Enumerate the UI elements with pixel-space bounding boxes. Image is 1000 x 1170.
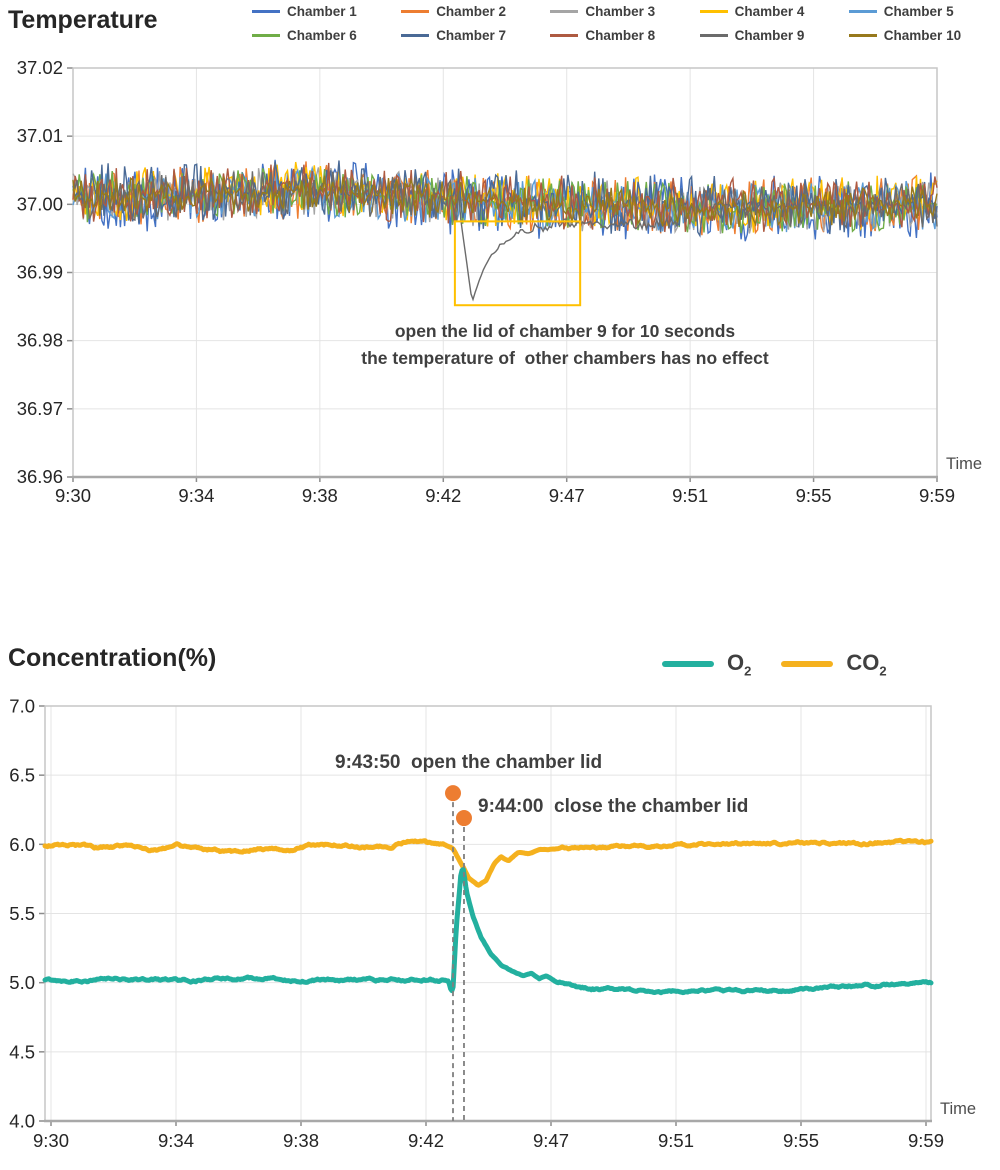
legend-label: Chamber 8: [585, 28, 656, 43]
legend-label: Chamber 3: [585, 4, 656, 19]
x-tick-label: 9:38: [283, 1130, 319, 1151]
x-tick-label: 9:30: [33, 1130, 69, 1151]
x-tick-label: 9:34: [178, 485, 214, 506]
x-tick-label: 9:42: [425, 485, 461, 506]
temperature-annotation-line2: the temperature of other chambers has no…: [361, 348, 769, 368]
y-tick-label: 37.02: [17, 57, 63, 78]
y-tick-label: 7.0: [9, 696, 35, 717]
concentration-legend: O2 CO2: [662, 650, 887, 678]
legend-item-chamber-10: Chamber 10: [848, 28, 998, 43]
temperature-series: [72, 159, 938, 302]
y-tick-label: 36.96: [17, 466, 63, 487]
y-tick-label: 6.0: [9, 834, 35, 855]
highlight-box: [453, 220, 582, 307]
legend-item-o2: O2: [662, 650, 751, 678]
legend-item-chamber-8: Chamber 8: [550, 28, 699, 43]
legend-item-chamber-9: Chamber 9: [699, 28, 849, 43]
legend-label: Chamber 5: [883, 4, 954, 19]
series-co2: [42, 837, 934, 888]
series-o2: [42, 867, 934, 996]
y-tick-label: 5.0: [9, 972, 35, 993]
legend-swatch: [550, 10, 579, 13]
concentration-time-axis-label: Time: [940, 1100, 976, 1118]
legend-swatch: [848, 34, 877, 37]
temperature-chart: 37.02 37.01 37.00 36.99 36.98 36.97 36.969:30 9…: [17, 57, 982, 506]
x-tick-label: 9:55: [796, 485, 832, 506]
legend-item-co2: CO2: [781, 650, 887, 679]
close-lid-annotation: 9:44:00 close the chamber lid: [478, 796, 748, 817]
y-tick-label: 36.99: [17, 262, 63, 283]
series-chamber-6: [72, 168, 938, 234]
y-tick-label: 36.98: [17, 330, 63, 351]
legend-item-chamber-1: Chamber 1: [252, 4, 401, 19]
open-lid-annotation: 9:43:50 open the chamber lid: [335, 752, 602, 773]
legend-label-subscript: 2: [744, 663, 752, 679]
x-tick-label: 9:47: [549, 485, 585, 506]
legend-label: O2: [727, 650, 752, 679]
event-markers: [445, 785, 472, 1121]
legend-item-chamber-4: Chamber 4: [699, 4, 849, 19]
temperature-time-axis-label: Time: [946, 455, 982, 473]
x-tick-label: 9:47: [533, 1130, 569, 1151]
legend-item-chamber-5: Chamber 5: [848, 4, 998, 19]
temperature-chart-title: Temperature: [8, 6, 158, 34]
legend-swatch: [252, 34, 280, 37]
legend-swatch: [848, 10, 877, 13]
legend-item-chamber-6: Chamber 6: [252, 28, 401, 43]
legend-item-chamber-3: Chamber 3: [550, 4, 699, 19]
legend-swatch: [699, 34, 728, 37]
legend-label: Chamber 6: [287, 28, 357, 43]
legend-swatch: [401, 34, 430, 37]
temperature-annotations: open the lid of chamber 9 for 10 seconds…: [361, 321, 982, 473]
legend-label: Chamber 1: [287, 4, 357, 19]
x-tick-label: 9:42: [408, 1130, 444, 1151]
y-tick-label: 4.5: [9, 1041, 35, 1062]
event-marker-dot-2: [455, 810, 472, 827]
x-tick-label: 9:59: [908, 1130, 944, 1151]
legend-swatch: [662, 661, 714, 668]
concentration-annotations: 9:43:50 open the chamber lid 9:44:00 clo…: [335, 752, 976, 1118]
concentration-chart-title: Concentration(%): [8, 644, 217, 672]
concentration-axes: 7.0 6.5 6.0 5.5 5.0 4.5 4.09:30 9:34 9:38 9:42 9:4…: [9, 696, 944, 1152]
temperature-axes: 37.02 37.01 37.00 36.99 36.98 36.97 36.969:30 9…: [17, 57, 955, 506]
legend-item-chamber-7: Chamber 7: [401, 28, 550, 43]
legend-label: Chamber 2: [436, 4, 506, 19]
x-tick-label: 9:30: [55, 485, 91, 506]
legend-swatch: [699, 10, 728, 13]
y-tick-label: 4.0: [9, 1111, 35, 1132]
concentration-series: [42, 837, 934, 996]
legend-label: Chamber 4: [734, 4, 805, 19]
legend-swatch: [252, 10, 280, 13]
legend-label-subscript: 2: [879, 663, 887, 679]
x-tick-label: 9:55: [783, 1130, 819, 1151]
temperature-legend: Chamber 1 Chamber 2 Chamber 3 Chamber 4 Cham…: [252, 4, 998, 43]
temperature-annotation-line1: open the lid of chamber 9 for 10 seconds: [395, 321, 736, 341]
legend-label: Chamber 10: [883, 28, 962, 43]
legend-swatch: [401, 10, 430, 13]
x-tick-label: 9:59: [919, 485, 955, 506]
temperature-highlight: [453, 220, 582, 307]
x-tick-label: 9:51: [672, 485, 708, 506]
event-marker-dot-1: [445, 785, 462, 802]
legend-label: CO2: [846, 650, 887, 679]
legend-swatch: [781, 661, 834, 668]
y-tick-label: 36.97: [17, 398, 63, 419]
legend-item-chamber-2: Chamber 2: [401, 4, 550, 19]
legend-label: Chamber 9: [734, 28, 805, 43]
y-tick-label: 6.5: [9, 765, 35, 786]
series-chamber-10: [72, 175, 938, 228]
y-tick-label: 5.5: [9, 903, 35, 924]
x-tick-label: 9:51: [658, 1130, 694, 1151]
legend-swatch: [550, 34, 579, 37]
series-chamber-9: [72, 171, 938, 302]
concentration-chart: 7.0 6.5 6.0 5.5 5.0 4.5 4.09:30 9:34 9:38 9:42 9:4…: [9, 696, 976, 1152]
series-chamber-7: [72, 160, 938, 238]
legend-label: Chamber 7: [436, 28, 506, 43]
y-tick-label: 37.01: [17, 125, 63, 146]
x-tick-label: 9:38: [302, 485, 338, 506]
y-tick-label: 37.00: [17, 193, 63, 214]
x-tick-label: 9:34: [158, 1130, 194, 1151]
